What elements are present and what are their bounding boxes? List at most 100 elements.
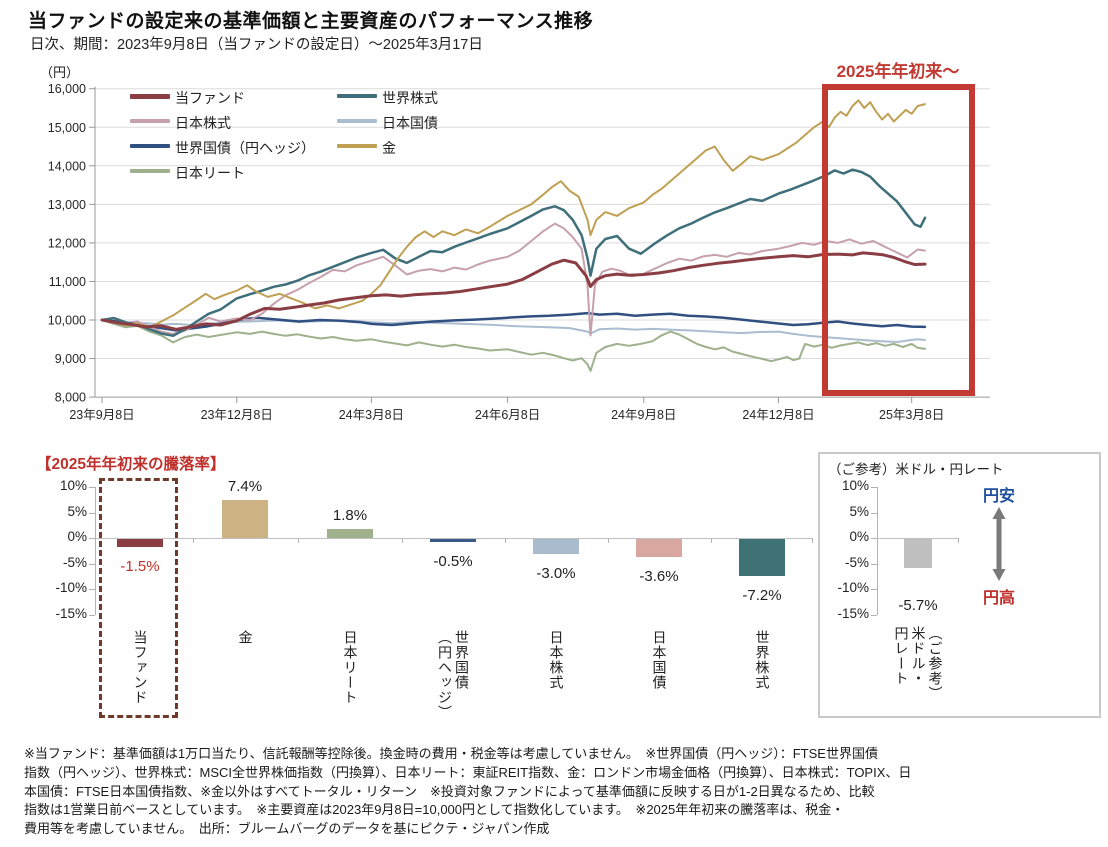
ytd-category-金: 金 [205, 630, 285, 750]
ytd-value-当ファンド: -1.5% [120, 557, 160, 575]
ytd-xtick-mark [192, 538, 194, 543]
page-subtitle: 日次、期間：2023年9月8日（当ファンドの設定日）～2025年3月17日 [30, 37, 483, 53]
legend-swatch-世界国債（円ヘッジ） [130, 144, 170, 148]
ytd-category-label: 日本株式 [548, 630, 565, 690]
legend-label-日本リート: 日本リート [175, 165, 245, 181]
legend-swatch-金 [337, 144, 377, 148]
series-世界国債（円ヘッジ） [100, 311, 927, 332]
legend-swatch-世界株式 [337, 94, 377, 98]
ytd-bar-日本株式 [533, 539, 579, 555]
yen-weak-label: 円安 [982, 488, 1015, 505]
usdjpy-category-（ご参考）米ドル・円レート: （ご参考） 米ドル・ 円レート [878, 626, 958, 746]
legend-swatch-日本株式 [130, 119, 170, 123]
ytd-value-世界国債（円ヘッジ）: -0.5% [433, 552, 473, 570]
page-title: 当ファンドの設定来の基準価額と主要資産のパフォーマンス推移 [28, 11, 594, 32]
ytd-value-日本リート: 1.8% [332, 506, 368, 524]
fund-highlight-box [99, 478, 178, 718]
ytd-annotation-label: 2025年年初来～ [836, 62, 960, 81]
ytd-ytick: 0% [67, 529, 87, 544]
ytd-category-label: 世界国債 （円ヘッジ） [437, 630, 470, 720]
usdjpy-category-label: （ご参考） 米ドル・ 円レート [893, 626, 944, 701]
ytd-category-label: 金 [237, 630, 254, 645]
ytd-ytick-mark [89, 487, 95, 488]
y-axis-unit-label: （円） [40, 65, 80, 80]
usdjpy-xtick-mark [958, 538, 959, 543]
ytd-ytick-mark [89, 614, 95, 616]
ytd-category-label: 世界株式 [754, 630, 771, 690]
svg-text:24年6月8日: 24年6月8日 [475, 408, 540, 422]
ytd-value-世界株式: -7.2% [742, 586, 782, 604]
ytd-category-日本株式: 日本株式 [516, 630, 596, 750]
svg-text:24年9月8日: 24年9月8日 [611, 408, 676, 422]
ytd-xtick-mark [710, 538, 712, 543]
legend-label-日本国債: 日本国債 [382, 115, 438, 131]
ytd-highlight-box [822, 84, 975, 396]
usdjpy-ytick: 0% [849, 529, 869, 544]
ytd-zero-line [95, 538, 812, 539]
ytd-ytick: -5% [62, 554, 87, 570]
ytd-category-世界株式: 世界株式 [722, 630, 802, 750]
ytd-ytick-mark [89, 589, 95, 590]
svg-text:11,000: 11,000 [49, 275, 86, 289]
ytd-category-日本リート: 日本リート [310, 630, 390, 750]
usdjpy-ytick-mark [871, 512, 877, 514]
legend-label-日本株式: 日本株式 [175, 115, 231, 131]
legend-label-世界国債（円ヘッジ）: 世界国債（円ヘッジ） [175, 140, 315, 156]
updown-arrow-icon [992, 507, 1006, 581]
ytd-category-label: 日本リート [342, 630, 359, 705]
legend-label-金: 金 [382, 140, 396, 156]
series-日本国債 [101, 319, 926, 343]
usdjpy-y-axis [877, 487, 878, 615]
ytd-xtick-mark [504, 538, 506, 543]
ytd-category-世界国債（円ヘッジ）: 世界国債 （円ヘッジ） [413, 630, 493, 750]
ytd-category-label: 日本国債 [651, 630, 668, 690]
legend-swatch-日本国債 [337, 119, 377, 123]
svg-text:16,000: 16,000 [48, 82, 86, 96]
series-当ファンド [100, 251, 927, 331]
svg-text:8,000: 8,000 [55, 391, 86, 405]
svg-text:13,000: 13,000 [48, 198, 86, 212]
svg-text:10,000: 10,000 [48, 314, 86, 328]
ytd-category-当ファンド: 当ファンド [100, 630, 180, 750]
usdjpy-panel [818, 452, 1101, 718]
ytd-ytick: -10% [55, 580, 87, 595]
ytd-category-日本国債: 日本国債 [619, 630, 699, 750]
ytd-ytick-mark [89, 512, 95, 514]
series-金 [101, 99, 926, 329]
ytd-category-label: 当ファンド [132, 630, 149, 705]
ytd-ytick: -15% [55, 605, 87, 621]
usdjpy-ytick: -15% [837, 605, 869, 621]
usdjpy-bar-（ご参考）米ドル・円レート [904, 539, 932, 569]
usdjpy-ytick-mark [871, 538, 877, 539]
bar-chart-title: 【2025年年初来の騰落率】 [36, 456, 226, 473]
ytd-bar-世界国債（円ヘッジ） [430, 539, 476, 542]
ytd-bar-当ファンド [117, 539, 163, 547]
series-世界株式 [100, 168, 927, 338]
footnote-line: 本国債：FTSE日本国債指数、※金以外はすべてトータル・リターン ※投資対象ファ… [24, 783, 875, 799]
footnote-line: ※当ファンド：基準価額は1万口当たり、信託報酬等控除後。換金時の費用・税金等は考… [24, 746, 878, 761]
usdjpy-ytick: -5% [844, 554, 869, 570]
usdjpy-ytick-mark [871, 614, 877, 616]
yen-strong-label: 円高 [982, 590, 1015, 607]
footnote-line: 費用等を考慮していません。 出所：ブルームバーグのデータを基にピクテ・ジャパン作… [24, 821, 550, 837]
usdjpy-ytick-mark [871, 487, 877, 488]
footnotes: ※当ファンド：基準価額は1万口当たり、信託報酬等控除後。換金時の費用・税金等は考… [24, 745, 1102, 839]
ytd-xtick-mark [401, 538, 403, 543]
ytd-y-axis [95, 487, 96, 615]
svg-text:23年9月8日: 23年9月8日 [69, 408, 134, 422]
usdjpy-panel-title: （ご参考）米ドル・円レート [828, 462, 1004, 477]
ytd-bar-世界株式 [739, 539, 785, 576]
ytd-ytick: 10% [59, 478, 87, 493]
legend-label-世界株式: 世界株式 [382, 90, 438, 106]
footnote-line: 指数は1営業日前ベースとしています。 ※主要資産は2023年9月8日=10,00… [24, 802, 845, 818]
legend-swatch-当ファンド [130, 93, 170, 99]
svg-text:14,000: 14,000 [48, 159, 86, 173]
ytd-value-金: 7.4% [227, 478, 263, 496]
ytd-ytick: 5% [67, 503, 87, 519]
ytd-value-日本国債: -3.6% [639, 568, 679, 586]
svg-text:15,000: 15,000 [48, 121, 86, 135]
ytd-xtick-mark [812, 538, 813, 543]
usdjpy-ytick: 5% [849, 503, 869, 519]
legend-label-当ファンド: 当ファンド [175, 90, 245, 106]
